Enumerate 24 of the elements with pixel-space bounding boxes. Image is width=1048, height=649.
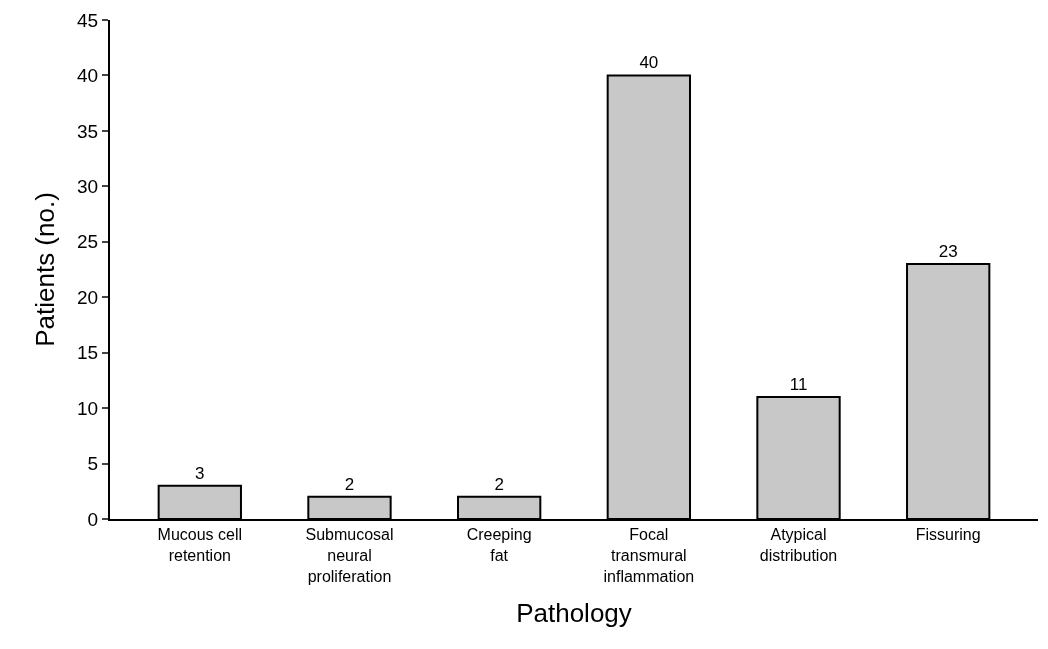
y-tick-label: 25 (77, 231, 99, 253)
y-tick-label: 35 (77, 120, 99, 142)
x-tick-label: Fissuring (915, 526, 981, 544)
x-tick-label: Submucosal neural proliferation (305, 526, 394, 585)
x-tick-label: Creeping fat (466, 526, 532, 564)
data-label: 2 (344, 474, 355, 494)
data-label: 23 (938, 241, 958, 261)
y-tick-label: 0 (87, 508, 99, 530)
data-label: 3 (195, 463, 205, 483)
y-tick-label: 20 (77, 286, 99, 308)
y-tick-label: 40 (77, 65, 99, 87)
y-axis-title: Patients (no.) (29, 192, 60, 347)
x-tick-label: Mucous cell retention (157, 526, 243, 564)
x-tick-label: Atypical distribution (759, 526, 838, 564)
y-tick-label: 45 (77, 9, 99, 31)
y-tick-label: 10 (77, 397, 99, 419)
data-label: 2 (494, 474, 504, 494)
y-tick-label: 30 (77, 175, 99, 197)
y-tick-label: 15 (77, 342, 99, 364)
data-label: 11 (789, 375, 808, 395)
data-label: 40 (639, 53, 659, 73)
y-tick-label: 5 (87, 453, 99, 475)
x-axis-title: Pathology (516, 598, 632, 628)
x-tick-label: Focal transmural inflammation (603, 526, 695, 585)
